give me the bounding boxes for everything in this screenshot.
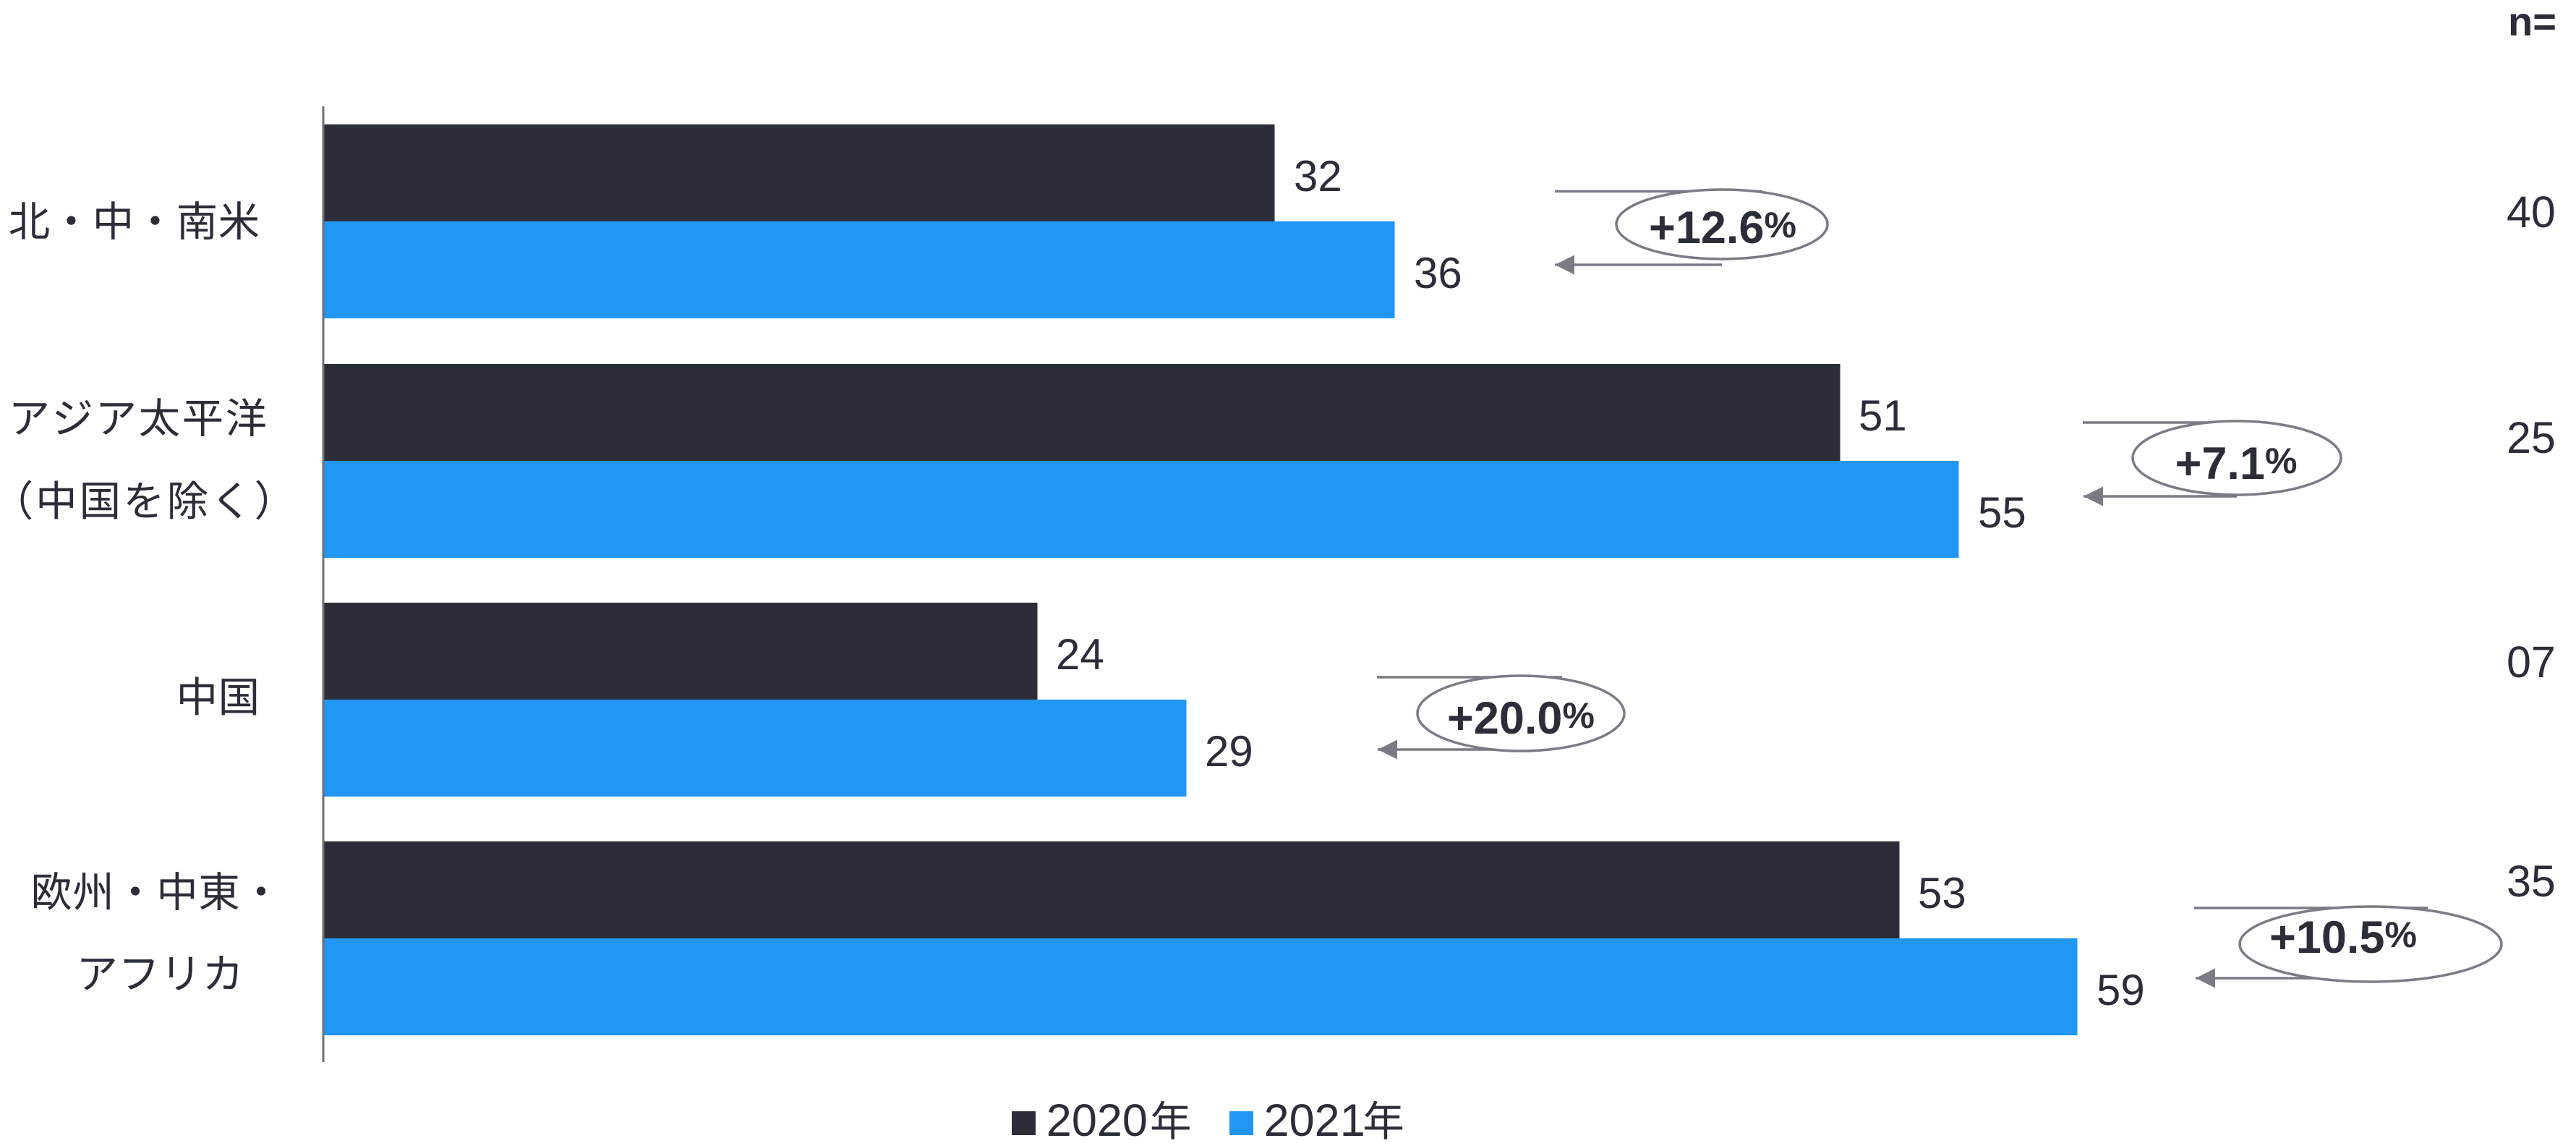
svg-text:2021: 2021 [1264,1095,1365,1146]
svg-text:+12.6%: +12.6% [1649,203,1796,253]
svg-text:51: 51 [1859,391,1907,440]
svg-text:2020: 2020 [1046,1095,1148,1146]
svg-text:35: 35 [2507,857,2556,906]
svg-text:59: 59 [2097,966,2145,1014]
svg-text:53: 53 [1918,869,1966,917]
svg-text:25: 25 [2507,413,2556,462]
svg-text:n=: n= [2508,0,2556,44]
svg-text:36: 36 [1414,249,1462,297]
svg-text:55: 55 [1978,488,2026,537]
svg-text:07: 07 [2507,637,2556,687]
svg-text:32: 32 [1294,152,1342,200]
svg-text:+20.0%: +20.0% [1447,693,1595,744]
svg-text:+10.5%: +10.5% [2269,912,2417,963]
svg-text:+7.1%: +7.1% [2175,438,2298,489]
svg-text:24: 24 [1056,630,1104,679]
svg-text:29: 29 [1205,727,1253,776]
svg-text:40: 40 [2507,187,2556,237]
